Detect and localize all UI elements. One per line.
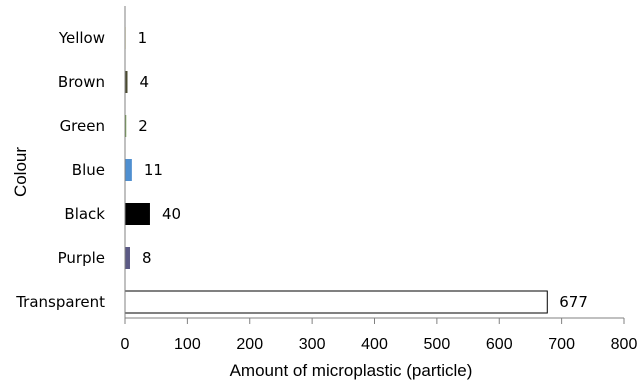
- x-tick-label-300: 300: [299, 336, 326, 353]
- y-axis-title: Colour: [11, 147, 30, 197]
- x-tick-label-400: 400: [361, 336, 388, 353]
- category-label-blue: Blue: [72, 161, 105, 179]
- bar-purple: [125, 247, 130, 269]
- category-labels: Yellow Brown Green Blue Black Purple Transpare…: [15, 29, 105, 311]
- bar-brown: [125, 71, 128, 93]
- x-tick-label-600: 600: [486, 336, 513, 353]
- value-label-purple: 8: [142, 249, 152, 267]
- axes: [124, 6, 624, 319]
- value-label-brown: 4: [139, 73, 149, 91]
- x-axis-title: Amount of microplastic (particle): [230, 361, 473, 380]
- x-tick-label-800: 800: [611, 336, 638, 353]
- x-ticks: 0 100 200 300 400 500 600 700 800: [121, 318, 638, 353]
- category-label-black: Black: [64, 205, 105, 223]
- bar-black: [125, 203, 150, 225]
- x-tick-label-0: 0: [121, 336, 130, 353]
- bar-green: [125, 115, 127, 137]
- value-label-transparent: 677: [559, 293, 588, 311]
- value-label-black: 40: [162, 205, 181, 223]
- x-tick-label-200: 200: [236, 336, 263, 353]
- value-labels: 1 4 2 11 40 8 677: [138, 29, 588, 311]
- x-tick-label-700: 700: [548, 336, 575, 353]
- category-label-purple: Purple: [58, 249, 105, 267]
- value-label-blue: 11: [144, 161, 163, 179]
- value-label-green: 2: [138, 117, 148, 135]
- x-tick-label-500: 500: [424, 336, 451, 353]
- value-label-yellow: 1: [138, 29, 148, 47]
- category-label-green: Green: [60, 117, 105, 135]
- category-label-yellow: Yellow: [58, 29, 105, 47]
- x-tick-label-100: 100: [174, 336, 201, 353]
- category-label-brown: Brown: [58, 73, 105, 91]
- bars: [124, 27, 548, 314]
- category-label-transparent: Transparent: [15, 293, 105, 311]
- bar-transparent: [124, 290, 548, 314]
- bar-blue: [125, 159, 132, 181]
